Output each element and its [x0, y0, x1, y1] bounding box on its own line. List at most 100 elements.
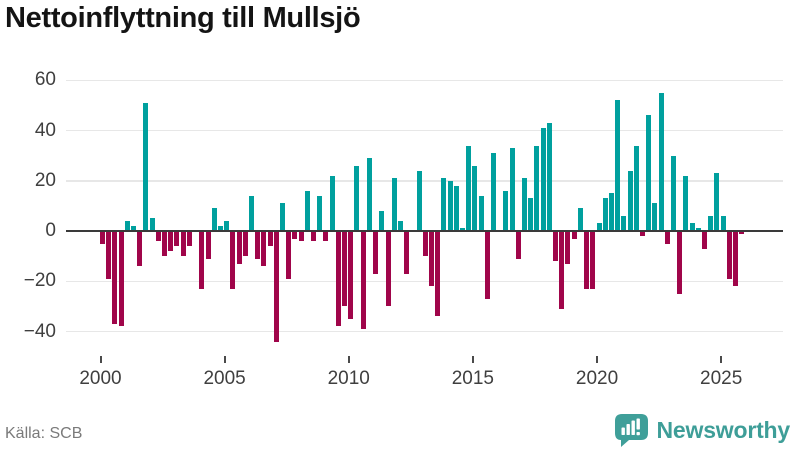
- bar-2017-Q3: [534, 145, 540, 231]
- gridline-20: [66, 180, 783, 182]
- bar-2021-Q4: [639, 231, 645, 237]
- x-tick-label-2005: 2005: [203, 368, 246, 389]
- y-tick-label-20: 20: [34, 169, 56, 191]
- x-tick-mark-2005: [223, 356, 226, 363]
- bar-2009-Q2: [329, 175, 335, 231]
- bar-2023-Q3: [683, 175, 689, 231]
- bar-2010-Q3: [360, 231, 366, 329]
- bar-2002-Q1: [149, 218, 155, 231]
- gridline--40: [66, 330, 783, 333]
- bar-2004-Q1: [199, 231, 205, 289]
- bar-2000-Q3: [112, 231, 118, 324]
- bar-2017-Q1: [522, 178, 528, 231]
- bar-2000-Q4: [118, 231, 124, 327]
- bar-2016-Q3: [509, 148, 515, 231]
- bar-2025-Q1: [720, 215, 726, 231]
- source-label: Källa: SCB: [5, 425, 83, 442]
- bar-2013-Q1: [422, 231, 428, 257]
- bar-2019-Q2: [577, 208, 583, 231]
- bar-2011-Q1: [373, 231, 379, 274]
- bar-2005-Q3: [236, 231, 242, 264]
- newsworthy-logo-icon: [614, 413, 648, 447]
- newsworthy-logo[interactable]: Newsworthy: [613, 412, 790, 448]
- bar-2014-Q4: [466, 145, 472, 231]
- bar-2022-Q1: [646, 115, 652, 231]
- bar-2007-Q1: [273, 231, 279, 342]
- bar-2007-Q4: [292, 231, 298, 239]
- bar-2020-Q4: [615, 100, 621, 231]
- bar-2000-Q2: [106, 231, 112, 279]
- bar-2002-Q3: [162, 231, 168, 257]
- bar-2018-Q1: [546, 122, 552, 231]
- bar-2020-Q2: [602, 198, 608, 231]
- bar-2012-Q4: [416, 170, 422, 231]
- bar-2003-Q1: [174, 231, 180, 247]
- bar-2004-Q3: [211, 208, 217, 231]
- bar-2011-Q2: [379, 210, 385, 231]
- bar-2008-Q1: [298, 231, 304, 242]
- bar-2015-Q2: [478, 195, 484, 231]
- bar-2008-Q2: [304, 190, 310, 231]
- bar-2010-Q4: [366, 158, 372, 231]
- chart-title: Nettoinflyttning till Mullsjö: [5, 2, 361, 34]
- bar-2017-Q2: [528, 198, 534, 231]
- x-tick-mark-2015: [471, 356, 474, 363]
- bar-2014-Q2: [453, 185, 459, 231]
- y-tick-label-60: 60: [34, 69, 56, 91]
- bar-2013-Q3: [435, 231, 441, 317]
- x-tick-label-2010: 2010: [327, 368, 370, 389]
- bar-2009-Q1: [323, 231, 329, 242]
- bar-2019-Q1: [571, 231, 577, 239]
- bar-2013-Q4: [441, 178, 447, 231]
- bar-2021-Q1: [621, 215, 627, 231]
- bar-2014-Q1: [447, 180, 453, 231]
- bar-2001-Q1: [124, 220, 130, 231]
- bar-2013-Q2: [428, 231, 434, 287]
- bar-2004-Q4: [217, 225, 223, 231]
- bar-2014-Q3: [459, 228, 465, 231]
- bar-2007-Q3: [286, 231, 292, 279]
- gridline-40: [66, 129, 783, 132]
- x-tick-label-2020: 2020: [575, 368, 619, 389]
- gridline--20: [66, 280, 783, 282]
- bar-2022-Q2: [652, 203, 658, 231]
- x-tick-mark-2025: [720, 356, 723, 363]
- bar-2001-Q3: [137, 231, 143, 267]
- bar-2018-Q3: [559, 231, 565, 309]
- bar-2005-Q4: [242, 231, 248, 257]
- bar-2010-Q1: [348, 231, 354, 319]
- x-tick-label-2015: 2015: [451, 368, 495, 389]
- bar-2000-Q1: [100, 231, 105, 244]
- bar-2010-Q2: [354, 165, 360, 231]
- bar-2025-Q3: [733, 231, 739, 287]
- bar-2021-Q2: [627, 170, 633, 231]
- bar-2006-Q4: [267, 231, 273, 247]
- bar-2020-Q3: [608, 193, 614, 231]
- bar-2019-Q3: [584, 231, 590, 289]
- bar-2015-Q4: [491, 153, 497, 231]
- bar-2011-Q3: [385, 231, 391, 307]
- bar-2003-Q2: [180, 231, 186, 257]
- bar-2015-Q1: [472, 165, 478, 231]
- zero-line: [66, 229, 783, 233]
- x-tick-label-2025: 2025: [700, 368, 743, 389]
- x-tick-label-2000: 2000: [79, 368, 122, 389]
- bar-2012-Q1: [397, 220, 403, 231]
- bar-2023-Q2: [677, 231, 683, 294]
- bar-2004-Q2: [205, 231, 211, 259]
- bar-2018-Q2: [553, 231, 559, 262]
- bar-2006-Q1: [248, 195, 254, 231]
- bar-2024-Q4: [714, 173, 720, 231]
- x-tick-mark-2010: [347, 356, 350, 363]
- bar-2002-Q4: [168, 231, 174, 252]
- bar-2005-Q2: [230, 231, 236, 289]
- gridline-60: [66, 79, 783, 81]
- bar-2022-Q4: [664, 231, 670, 244]
- bar-2024-Q1: [695, 228, 701, 231]
- bar-2018-Q4: [565, 231, 571, 264]
- bar-2017-Q4: [540, 127, 546, 231]
- bar-2007-Q2: [279, 203, 285, 231]
- bar-2022-Q3: [658, 92, 664, 231]
- bar-2025-Q4: [739, 231, 745, 234]
